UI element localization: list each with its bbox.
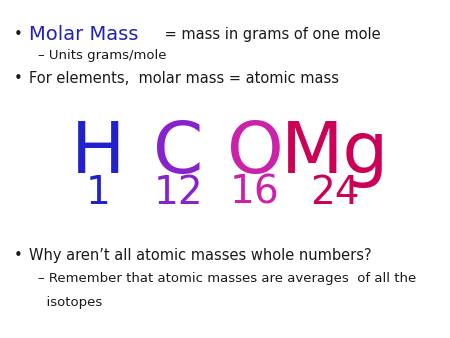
Text: isotopes: isotopes (38, 296, 103, 309)
Text: Why aren’t all atomic masses whole numbers?: Why aren’t all atomic masses whole numbe… (29, 248, 372, 263)
Text: – Units grams/mole: – Units grams/mole (38, 49, 167, 62)
Text: For elements,  molar mass = atomic mass: For elements, molar mass = atomic mass (29, 71, 339, 86)
Text: •: • (14, 27, 22, 42)
Text: •: • (14, 248, 22, 263)
Text: 1: 1 (86, 174, 111, 212)
Text: H: H (71, 119, 125, 188)
Text: C: C (153, 119, 203, 188)
Text: •: • (14, 71, 22, 86)
Text: Mg: Mg (281, 119, 389, 188)
Text: 16: 16 (230, 174, 280, 212)
Text: 12: 12 (153, 174, 203, 212)
Text: O: O (227, 119, 284, 188)
Text: = mass in grams of one mole: = mass in grams of one mole (160, 27, 380, 42)
Text: Molar Mass: Molar Mass (29, 25, 139, 44)
Text: – Remember that atomic masses are averages  of all the: – Remember that atomic masses are averag… (38, 272, 417, 285)
Text: 24: 24 (310, 174, 360, 212)
